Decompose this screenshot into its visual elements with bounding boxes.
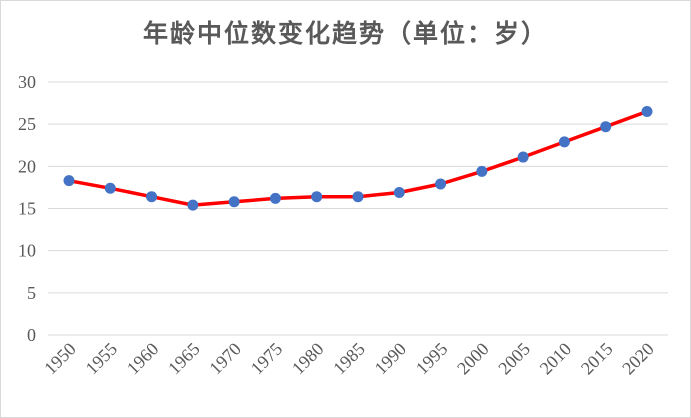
- x-tick-label: 1965: [164, 339, 204, 379]
- x-tick-label: 2000: [453, 339, 493, 379]
- data-point: [104, 182, 116, 194]
- x-tick-label: 1950: [40, 339, 80, 379]
- data-point: [63, 175, 75, 187]
- data-point: [352, 191, 364, 203]
- data-point: [641, 106, 653, 118]
- y-tick-label: 15: [18, 199, 36, 219]
- y-tick-label: 20: [18, 156, 36, 176]
- data-point: [146, 191, 158, 203]
- x-tick-label: 1970: [205, 339, 245, 379]
- y-tick-label: 25: [18, 114, 36, 134]
- y-axis-ticks: 0 5 10 15 20 25 30: [18, 72, 36, 345]
- x-tick-label: 1975: [247, 339, 287, 379]
- data-point: [517, 151, 529, 163]
- series-layer: [63, 106, 653, 211]
- x-tick-label: 1995: [412, 339, 452, 379]
- series-line: [67, 109, 649, 207]
- x-tick-label: 1985: [329, 339, 369, 379]
- x-tick-label: 1960: [123, 339, 163, 379]
- x-axis-ticks: 1950 1955 1960 1965 1970 1975 1980 1985 1990 1995…: [40, 339, 658, 379]
- x-tick-label: 2020: [618, 339, 658, 379]
- y-tick-label: 5: [27, 283, 36, 303]
- data-point: [269, 192, 281, 204]
- x-tick-label: 1980: [288, 339, 328, 379]
- x-tick-label: 2010: [536, 339, 576, 379]
- data-point: [311, 191, 323, 203]
- data-point: [435, 178, 447, 190]
- y-tick-label: 30: [18, 72, 36, 92]
- gridlines: [48, 81, 668, 336]
- data-point: [187, 199, 199, 211]
- y-tick-label: 0: [27, 325, 36, 345]
- chart-title: 年龄中位数变化趋势（单位：岁）: [142, 19, 548, 48]
- x-tick-label: 2015: [577, 339, 617, 379]
- data-point: [558, 136, 570, 148]
- x-tick-label: 1990: [371, 339, 411, 379]
- data-point: [393, 186, 405, 198]
- data-point: [476, 165, 488, 177]
- data-point: [228, 196, 240, 208]
- x-tick-label: 1955: [82, 339, 122, 379]
- y-tick-label: 10: [18, 241, 36, 261]
- data-point: [600, 121, 612, 133]
- x-tick-label: 2005: [494, 339, 534, 379]
